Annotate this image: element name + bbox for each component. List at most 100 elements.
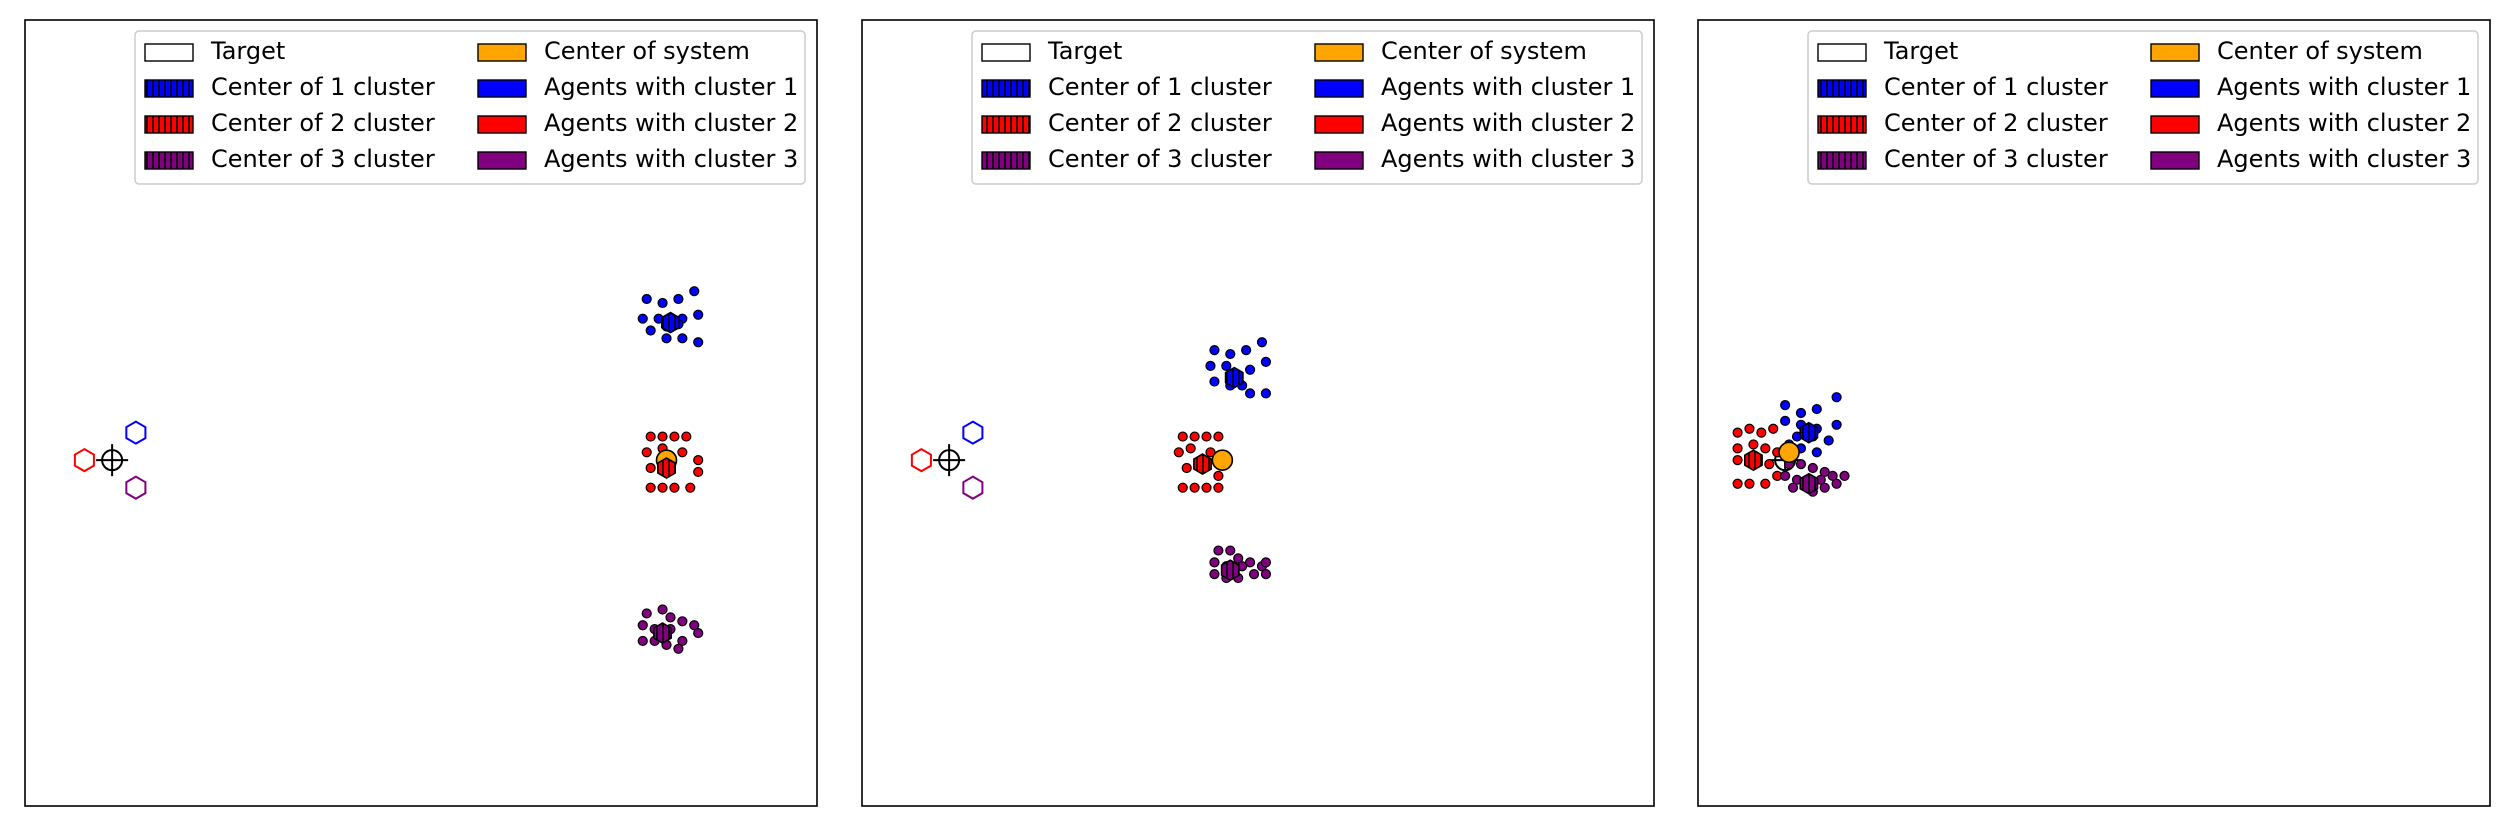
agent-2-4	[1213, 431, 1224, 442]
agent-1-2	[1795, 407, 1807, 419]
agent-2-3	[1201, 431, 1212, 442]
legend-label-agents1: Agents with cluster 1	[544, 73, 798, 101]
agent-2-5	[641, 447, 652, 458]
agent-2-4	[1768, 423, 1779, 434]
agent-3-4	[677, 616, 688, 627]
cluster-center-2	[657, 457, 676, 479]
agent-2-10	[1764, 458, 1775, 470]
agent-3-12	[1819, 482, 1830, 493]
agent-3-7	[1780, 470, 1791, 481]
legend-swatch-center2	[144, 115, 194, 134]
cluster-center-3	[1799, 472, 1819, 495]
legend-swatch-agents2	[477, 115, 527, 134]
agent-2-10	[1213, 470, 1224, 481]
agent-1-14	[1260, 388, 1272, 399]
cluster-center-3	[653, 622, 673, 645]
target-marker	[96, 444, 129, 477]
center-of-system-marker	[1211, 449, 1234, 471]
legend-label-center2: Center of 2 cluster	[1048, 109, 1272, 137]
legend-swatch-agents1	[2150, 79, 2200, 98]
legend-label-agents2: Agents with cluster 2	[1381, 109, 1635, 137]
agent-1-12	[693, 337, 704, 348]
legend-swatch-center3	[981, 151, 1031, 170]
agent-2-2	[1189, 431, 1200, 442]
cluster-center-2	[1743, 449, 1763, 472]
agent-1-8	[1831, 419, 1842, 430]
agent-3-2	[1225, 545, 1236, 556]
agent-2-2	[657, 431, 668, 442]
cluster-center-3	[1220, 559, 1240, 582]
legend-label-center3: Center of 3 cluster	[1048, 145, 1272, 173]
agent-3-5	[1827, 470, 1838, 481]
agent-2-13	[1760, 478, 1771, 489]
legend-swatch-system	[1314, 43, 1364, 62]
legend-swatch-center3	[144, 151, 194, 170]
legend-swatch-agents3	[477, 151, 527, 170]
legend-box	[134, 30, 806, 185]
panel-1: Target Center of system Center of 1 cluste…	[24, 19, 818, 807]
legend-swatch-system	[2150, 43, 2200, 62]
agent-3-1	[641, 608, 652, 619]
agent-2-13	[669, 482, 680, 493]
agent-2-11	[1732, 478, 1743, 489]
legend-label-center1: Center of 1 cluster	[211, 73, 435, 101]
agent-1-10	[661, 333, 672, 344]
legend-label-center2: Center of 2 cluster	[211, 109, 435, 137]
agent-3-2	[657, 604, 668, 615]
agent-3-6	[693, 627, 704, 639]
legend-swatch-target	[144, 43, 194, 62]
agent-1-8	[1244, 364, 1256, 375]
agent-1-14	[1811, 447, 1822, 458]
legend-swatch-center3	[1817, 151, 1867, 170]
agent-2-3	[669, 431, 680, 442]
agent-3-6	[1839, 470, 1850, 481]
cluster-center-1	[1799, 421, 1819, 444]
cluster-center-1	[661, 311, 680, 334]
legend-label-agents1: Agents with cluster 1	[1381, 73, 1635, 101]
agent-2-13	[1201, 482, 1212, 493]
legend-label-agents1: Agents with cluster 1	[2217, 73, 2471, 101]
hexagon-marker-2	[910, 448, 932, 473]
agent-1-5	[1205, 360, 1216, 371]
agent-1-13	[1244, 388, 1256, 399]
agent-2-1	[645, 431, 656, 442]
panel-2: Target Center of system Center of 1 cluste…	[861, 19, 1655, 807]
agent-2-7	[677, 447, 688, 458]
agent-2-10	[693, 466, 704, 478]
agent-2-6	[1748, 439, 1759, 450]
legend-box	[1807, 30, 2479, 185]
legend-swatch-agents3	[1314, 151, 1364, 170]
agent-3-14	[673, 643, 684, 654]
legend-label-center3: Center of 3 cluster	[1884, 145, 2108, 173]
legend-label-center1: Center of 1 cluster	[1884, 73, 2108, 101]
hexagon-marker-1	[962, 420, 984, 445]
agent-1-5	[637, 313, 648, 324]
agent-2-11	[1177, 482, 1188, 493]
agent-2-9	[645, 462, 656, 474]
legend-label-agents3: Agents with cluster 3	[544, 145, 798, 173]
legend: Target Center of system Center of 1 cluste…	[1807, 30, 2479, 185]
legend-swatch-target	[1817, 43, 1867, 62]
legend-swatch-agents2	[1314, 115, 1364, 134]
legend-box	[971, 30, 1643, 185]
agent-3-5	[689, 620, 700, 631]
panel-3: Target Center of system Center of 1 cluste…	[1697, 19, 2491, 807]
legend-label-agents3: Agents with cluster 3	[2217, 145, 2471, 173]
agent-2-11	[645, 482, 656, 493]
legend-swatch-center1	[1817, 79, 1867, 98]
agent-3-3	[1807, 462, 1818, 474]
agent-2-5	[1173, 447, 1184, 458]
hexagon-marker-3	[125, 475, 147, 500]
agent-1-2	[657, 297, 668, 309]
legend-swatch-agents3	[2150, 151, 2200, 170]
agent-2-4	[681, 431, 692, 442]
agent-1-5	[1780, 415, 1791, 426]
agent-2-12	[1189, 482, 1200, 493]
agent-1-1	[1209, 345, 1220, 356]
agent-2-12	[657, 482, 668, 493]
agent-1-1	[1780, 400, 1791, 411]
legend-label-system: Center of system	[544, 37, 750, 65]
agent-3-14	[1260, 569, 1272, 580]
agent-2-9	[1732, 455, 1743, 466]
